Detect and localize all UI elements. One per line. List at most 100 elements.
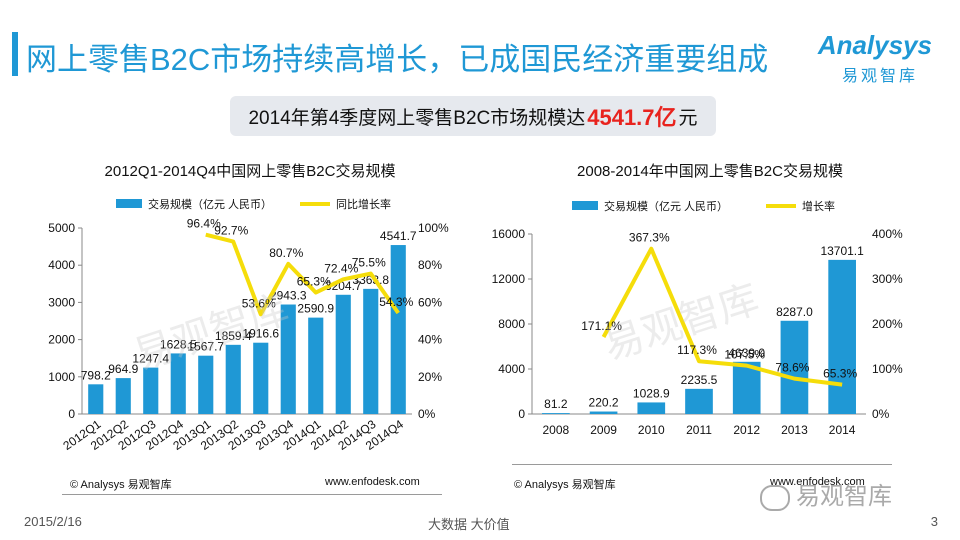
chart1-bar-value-label: 1247.4 <box>132 352 169 366</box>
chart2-y2-tick-label: 200% <box>872 317 903 331</box>
chart1-legend-line-label: 同比增长率 <box>336 197 391 211</box>
chart1-bar <box>143 367 159 414</box>
chart2-bar-value-label: 220.2 <box>589 396 619 410</box>
chart2-legend-bar-swatch <box>572 201 598 210</box>
title-accent-bar <box>12 32 18 76</box>
chart1-growth-line <box>205 232 400 317</box>
chart1-y2-tick-label: 0% <box>418 407 436 421</box>
chart1-bar <box>115 378 131 414</box>
chart2-bar <box>828 259 856 414</box>
chart2-y-tick-label: 0 <box>518 407 525 421</box>
chart1-footer-rule <box>62 494 442 495</box>
chart2-bar <box>732 361 761 414</box>
chart1-quarterly-b2c: 交易规模（亿元 人民币） 同比增长率 0 1000 2000 3000 4000 5000 0%… <box>48 197 449 453</box>
chart2-growth-label: 367.3% <box>629 231 670 245</box>
chart2-bar-value-label: 1028.9 <box>633 386 670 400</box>
logo-sub-text: 易观智库 <box>841 68 918 85</box>
chart1-bar-value-label: 4541.7 <box>380 229 417 243</box>
page-number: 3 <box>930 514 938 529</box>
chart2-bar <box>542 413 570 414</box>
chart2-category-label: 2008 <box>543 423 570 437</box>
chart1-y2-tick-label: 100% <box>418 221 449 235</box>
analysys-logo: Analysys 易观智库 <box>782 28 932 88</box>
chart2-bar-value-label: 13701.1 <box>820 244 864 258</box>
chart1-bar <box>308 317 324 414</box>
chart1-growth-label: 92.7% <box>214 224 248 238</box>
chart1-bar-value-label: 1628.5 <box>160 337 197 351</box>
chart1-bar <box>390 245 406 414</box>
chart2-category-label: 2009 <box>590 423 617 437</box>
chart1-bar-value-label: 2943.3 <box>270 289 307 303</box>
banner-suffix: 元 <box>678 107 698 129</box>
chart1-y2-tick-label: 80% <box>418 258 442 272</box>
chart2-growth-label: 65.3% <box>823 367 857 381</box>
chart2-growth-label: 107.5% <box>724 348 765 362</box>
chart2-source-site: www.enfodesk.com <box>770 476 865 488</box>
chart1-bar-value-label: 1859.4 <box>215 329 252 343</box>
chart1-source-site: www.enfodesk.com <box>325 476 420 488</box>
chart2-title: 2008-2014年中国网上零售B2C交易规模 <box>577 163 843 180</box>
chart1-y-tick-label: 2000 <box>48 333 75 347</box>
chart1-growth-label: 65.3% <box>297 275 331 289</box>
chart2-y2-tick-label: 400% <box>872 227 903 241</box>
chart1-legend-bar-swatch <box>116 199 142 208</box>
logo-main-text: Analysys <box>817 30 932 60</box>
chart2-y2-tick-label: 100% <box>872 362 903 376</box>
chart2-bar <box>780 320 809 414</box>
chart2-category-label: 2011 <box>686 423 712 437</box>
chart2-category-label: 2014 <box>829 423 856 437</box>
chart2-growth-label: 171.1% <box>581 319 622 333</box>
chart2-bar <box>685 388 713 414</box>
chart1-y2-tick-label: 60% <box>418 295 442 309</box>
chart2-footer-rule <box>512 464 892 465</box>
chart2-category-label: 2013 <box>781 423 808 437</box>
chart2-category-label: 2010 <box>638 423 665 437</box>
chart1-legend-bar-label: 交易规模（亿元 人民币） <box>148 197 272 211</box>
chart2-y-tick-label: 16000 <box>492 227 526 241</box>
chart1-bar-value-label: 2590.9 <box>297 302 334 316</box>
chart1-bar-value-label: 1916.6 <box>242 327 279 341</box>
chart1-y-tick-label: 5000 <box>48 221 75 235</box>
page-title: 网上零售B2C市场持续高增长，已成国民经济重要组成 <box>26 42 769 77</box>
wechat-label: 易观智库 <box>796 483 892 510</box>
chart2-legend-bar-label: 交易规模（亿元 人民币） <box>604 199 728 213</box>
chart1-bar <box>88 384 104 414</box>
chart1-y2-tick-label: 20% <box>418 370 442 384</box>
chart1-growth-label: 54.3% <box>379 295 413 309</box>
chart1-bar <box>335 294 351 414</box>
chart1-bar <box>363 288 379 414</box>
chart2-bar-value-label: 8287.0 <box>776 305 813 319</box>
headline-banner: 2014年第4季度网上零售B2C市场规模达 4541.7亿元 <box>230 96 716 136</box>
chart2-bar <box>589 411 618 414</box>
chart1-bar-value-label: 1567.7 <box>187 340 224 354</box>
wechat-badge: 易观智库 <box>760 476 892 511</box>
chart1-title: 2012Q1-2014Q4中国网上零售B2C交易规模 <box>104 163 396 180</box>
chart1-growth-label: 75.5% <box>352 256 386 270</box>
chart1-growth-label: 53.6% <box>242 296 276 310</box>
chart1-bar-value-label: 964.9 <box>108 362 138 376</box>
chart1-bar <box>225 344 241 414</box>
chart2-copyright: © Analysys 易观智库 <box>514 479 616 491</box>
banner-highlight: 4541.7亿 <box>587 105 677 130</box>
chart2-y2-tick-label: 300% <box>872 272 903 286</box>
wechat-icon <box>760 484 790 511</box>
chart2-growth-line <box>601 246 843 387</box>
chart2-bar <box>637 402 666 414</box>
chart1-y-tick-label: 0 <box>68 407 75 421</box>
chart2-y-tick-label: 4000 <box>498 362 525 376</box>
banner-prefix: 2014年第4季度网上零售B2C市场规模达 <box>248 107 586 129</box>
chart1-y-tick-label: 1000 <box>48 370 75 384</box>
chart1-growth-label: 96.4% <box>187 217 221 231</box>
chart2-growth-label: 78.6% <box>775 361 809 375</box>
chart1-bar <box>280 304 296 414</box>
footer-slogan: 大数据 大价值 <box>428 517 510 532</box>
chart2-bar-value-label: 2235.5 <box>681 373 718 387</box>
chart2-bar-value-label: 4639.0 <box>728 346 765 360</box>
chart2-category-label: 2012 <box>733 423 760 437</box>
chart2-y-tick-label: 8000 <box>498 317 525 331</box>
chart2-annual-b2c: 交易规模（亿元 人民币） 增长率 0 4000 8000 12000 16000 0% 100%… <box>492 199 903 437</box>
chart1-bar-value-label: 798.2 <box>81 368 111 382</box>
chart2-y-tick-label: 12000 <box>492 272 526 286</box>
chart2-bar-value-label: 81.2 <box>544 397 568 411</box>
chart1-bar <box>253 342 269 414</box>
